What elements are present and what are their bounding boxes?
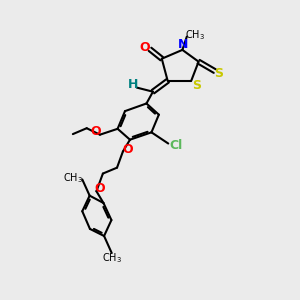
Text: S: S [214, 67, 223, 80]
Text: O: O [90, 125, 101, 138]
Text: H: H [128, 78, 138, 91]
Text: O: O [140, 41, 150, 54]
Text: S: S [192, 79, 201, 92]
Text: CH$_3$: CH$_3$ [63, 171, 83, 185]
Text: CH$_3$: CH$_3$ [185, 28, 205, 42]
Text: Cl: Cl [169, 139, 182, 152]
Text: O: O [94, 182, 105, 195]
Text: N: N [178, 38, 188, 51]
Text: CH$_3$: CH$_3$ [102, 251, 122, 265]
Text: O: O [122, 143, 133, 157]
